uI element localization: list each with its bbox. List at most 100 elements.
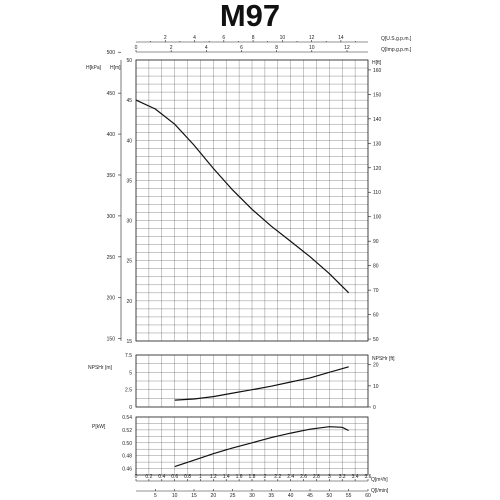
npsh-ft-tick-label: 0 xyxy=(373,405,376,411)
head-kpa-axis-label: H[kPa] xyxy=(86,65,102,71)
npsh-ft-axis-label: NPSHr [ft] xyxy=(372,356,395,362)
lmin-tick-label: 20 xyxy=(211,493,217,499)
lmin-axis-label: Q[l/min] xyxy=(371,488,389,494)
head-ft-axis-label: H[ft] xyxy=(372,60,382,66)
head-ft-tick-label: 140 xyxy=(373,117,382,123)
npsh-ft-tick-label: 20 xyxy=(373,363,379,369)
power-tick-label: 0.50 xyxy=(122,441,132,447)
lmin-tick-label: 50 xyxy=(327,493,333,499)
head-m-tick-label: 15 xyxy=(126,339,132,345)
m3h-tick-label: 1 xyxy=(199,474,202,480)
power-frame xyxy=(135,416,369,476)
impgpm-tick-label: 8 xyxy=(275,45,278,51)
power-tick-label: 0.54 xyxy=(122,415,132,421)
lmin-tick-label: 5 xyxy=(154,493,157,499)
head-curve xyxy=(135,99,350,294)
head-ft-tick-label: 110 xyxy=(373,190,381,196)
m3h-tick-label: 3.6 xyxy=(365,474,372,480)
top-axes: 2 4 6 8 10 12 14 Q[U.S.g.p.m.]0 2 4 6 8 10 12 Q[Imp.g.… xyxy=(135,35,412,53)
head-ft-tick-label: 150 xyxy=(373,92,382,98)
impgpm-tick-label: 12 xyxy=(344,45,350,51)
impgpm-tick-label: 6 xyxy=(240,45,243,51)
head-m-axis-label: H[m] xyxy=(110,65,121,71)
head-ft-tick-label: 160 xyxy=(373,68,382,74)
usgpm-tick-label: 8 xyxy=(252,35,255,41)
m3h-tick-label: 0.2 xyxy=(145,474,152,480)
head-kpa-tick-label: 300 xyxy=(107,214,116,220)
head-kpa-tick-label: 500 xyxy=(107,50,116,56)
head-ft-tick-label: 100 xyxy=(373,215,382,221)
head-m-tick-label: 50 xyxy=(126,58,132,64)
head-panel: 15 20 25 30 35 40 45 50 150 200 250 300 350 400 450 500… xyxy=(86,50,382,345)
npsh-m-tick-label: 7.5 xyxy=(125,353,132,359)
impgpm-tick-label: 4 xyxy=(205,45,208,51)
m3h-tick-label: 2 xyxy=(263,474,266,480)
npsh-ft-tick-label: 10 xyxy=(373,384,379,390)
usgpm-tick-label: 14 xyxy=(338,35,344,41)
bottom-axes: 0 0.2 0.4 0.6 0.8 1 1.2 1.4 1.6 1.8 2 2.2 2.4 2.6 2.8 3… xyxy=(135,474,389,499)
power-axis-label: P[kW] xyxy=(92,424,106,430)
lmin-tick-label: 40 xyxy=(288,493,294,499)
usgpm-tick-label: 10 xyxy=(280,35,286,41)
lmin-tick-label: 15 xyxy=(191,493,197,499)
head-m-tick-label: 30 xyxy=(126,219,132,225)
m3h-tick-label: 0.8 xyxy=(184,474,191,480)
lmin-tick-label: 60 xyxy=(365,493,371,499)
m3h-tick-label: 2.4 xyxy=(287,474,294,480)
impgpm-axis-label: Q[Imp.g.p.m.] xyxy=(381,47,412,53)
usgpm-tick-label: 12 xyxy=(309,35,315,41)
head-kpa-tick-label: 250 xyxy=(107,255,116,261)
lmin-tick-label: 55 xyxy=(346,493,352,499)
m3h-tick-label: 0 xyxy=(135,474,138,480)
npsh-m-tick-label: 0 xyxy=(129,405,132,411)
power-curve xyxy=(174,426,349,468)
head-m-tick-label: 45 xyxy=(126,98,132,104)
head-ft-tick-label: 70 xyxy=(373,288,379,294)
usgpm-tick-label: 6 xyxy=(222,35,225,41)
m3h-tick-label: 1.8 xyxy=(249,474,256,480)
usgpm-tick-label: 2 xyxy=(164,35,167,41)
head-ft-tick-label: 130 xyxy=(373,141,382,147)
m3h-tick-label: 2.2 xyxy=(274,474,281,480)
power-tick-label: 0.46 xyxy=(122,467,132,473)
m3h-tick-label: 3 xyxy=(328,474,331,480)
m3h-tick-label: 0.6 xyxy=(171,474,178,480)
m3h-tick-label: 0.4 xyxy=(158,474,165,480)
chart-title: M97 xyxy=(219,0,281,33)
head-kpa-tick-label: 400 xyxy=(107,132,116,138)
m3h-axis-label: Q[m³/h] xyxy=(371,477,388,483)
impgpm-tick-label: 0 xyxy=(135,45,138,51)
power-tick-label: 0.48 xyxy=(122,454,132,460)
head-frame xyxy=(135,59,369,342)
head-m-tick-label: 20 xyxy=(126,299,132,305)
usgpm-axis-label: Q[U.S.g.p.m.] xyxy=(381,36,412,42)
lmin-tick-label: 45 xyxy=(307,493,313,499)
npsh-m-tick-label: 2.5 xyxy=(125,388,132,394)
lmin-tick-label: 35 xyxy=(269,493,275,499)
m3h-tick-label: 2.6 xyxy=(300,474,307,480)
head-m-tick-label: 25 xyxy=(126,259,132,265)
npsh-m-axis-label: NPSHr [m] xyxy=(88,365,113,371)
m3h-tick-label: 3.2 xyxy=(339,474,346,480)
impgpm-tick-label: 2 xyxy=(170,45,173,51)
lmin-tick-label: 25 xyxy=(230,493,236,499)
npsh-curve xyxy=(174,366,349,401)
power-tick-label: 0.52 xyxy=(122,428,132,434)
head-ft-tick-label: 90 xyxy=(373,239,379,245)
lmin-tick-label: 30 xyxy=(249,493,255,499)
impgpm-tick-label: 10 xyxy=(309,45,315,51)
head-ft-tick-label: 120 xyxy=(373,166,382,172)
head-kpa-tick-label: 350 xyxy=(107,173,116,179)
head-kpa-tick-label: 450 xyxy=(107,91,116,97)
head-ft-tick-label: 60 xyxy=(373,313,379,319)
npsh-m-tick-label: 5 xyxy=(129,370,132,376)
head-ft-tick-label: 80 xyxy=(373,264,379,270)
m3h-tick-label: 3.4 xyxy=(352,474,359,480)
lmin-tick-label: 10 xyxy=(172,493,178,499)
power-panel: 0.46 0.48 0.50 0.52 0.54 P[kW] xyxy=(92,415,369,476)
head-m-tick-label: 35 xyxy=(126,178,132,184)
head-kpa-tick-label: 200 xyxy=(107,296,116,302)
m3h-tick-label: 1.4 xyxy=(223,474,230,480)
